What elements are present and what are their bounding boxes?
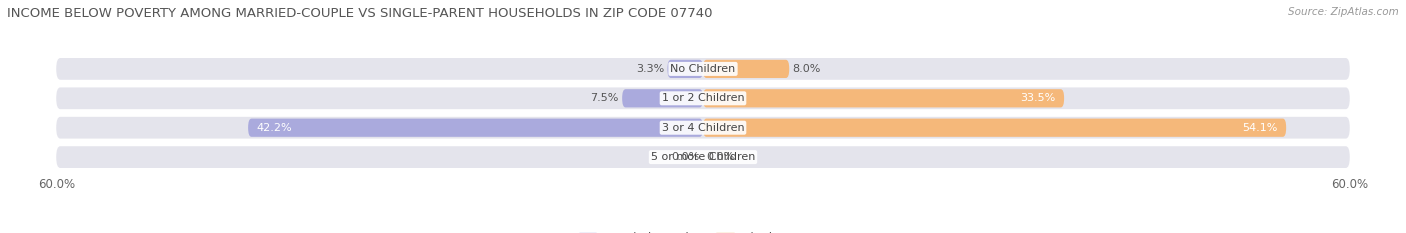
Text: 1 or 2 Children: 1 or 2 Children	[662, 93, 744, 103]
FancyBboxPatch shape	[56, 146, 1350, 168]
Text: 0.0%: 0.0%	[672, 152, 700, 162]
Text: 5 or more Children: 5 or more Children	[651, 152, 755, 162]
FancyBboxPatch shape	[247, 119, 703, 137]
Text: 42.2%: 42.2%	[257, 123, 292, 133]
Text: 0.0%: 0.0%	[706, 152, 734, 162]
FancyBboxPatch shape	[703, 119, 1286, 137]
Text: 33.5%: 33.5%	[1021, 93, 1056, 103]
FancyBboxPatch shape	[621, 89, 703, 107]
Text: 3 or 4 Children: 3 or 4 Children	[662, 123, 744, 133]
FancyBboxPatch shape	[56, 117, 1350, 139]
FancyBboxPatch shape	[56, 87, 1350, 109]
FancyBboxPatch shape	[703, 60, 789, 78]
FancyBboxPatch shape	[668, 60, 703, 78]
FancyBboxPatch shape	[703, 89, 1064, 107]
Text: 8.0%: 8.0%	[793, 64, 821, 74]
FancyBboxPatch shape	[56, 58, 1350, 80]
Text: No Children: No Children	[671, 64, 735, 74]
Legend: Married Couples, Single Parents: Married Couples, Single Parents	[579, 232, 827, 233]
Text: INCOME BELOW POVERTY AMONG MARRIED-COUPLE VS SINGLE-PARENT HOUSEHOLDS IN ZIP COD: INCOME BELOW POVERTY AMONG MARRIED-COUPL…	[7, 7, 713, 20]
Text: 3.3%: 3.3%	[636, 64, 664, 74]
Text: 54.1%: 54.1%	[1241, 123, 1278, 133]
Text: Source: ZipAtlas.com: Source: ZipAtlas.com	[1288, 7, 1399, 17]
Text: 7.5%: 7.5%	[591, 93, 619, 103]
